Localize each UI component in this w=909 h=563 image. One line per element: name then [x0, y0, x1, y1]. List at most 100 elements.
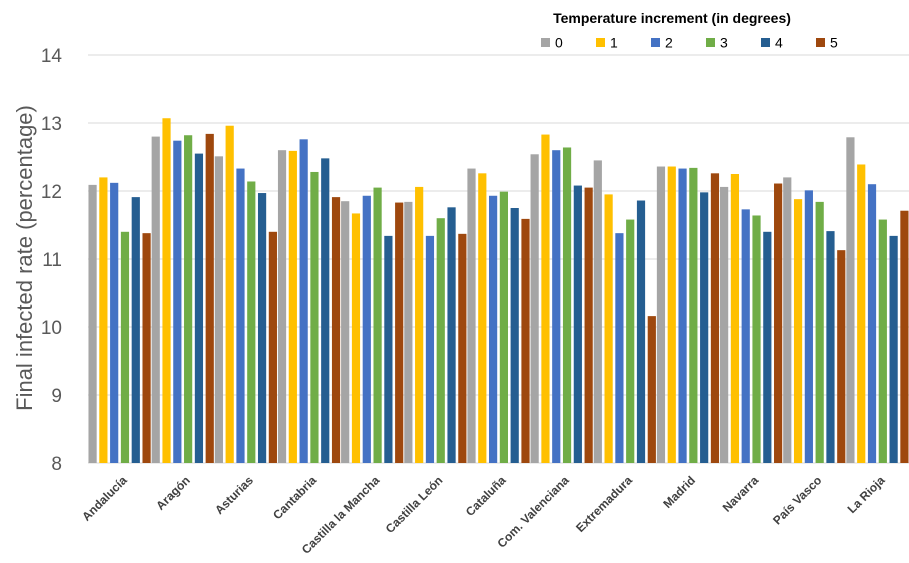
x-category-label: Navarra	[720, 473, 762, 515]
x-category-label: Extremadura	[573, 473, 635, 535]
bar-0	[846, 137, 855, 463]
bar-3	[626, 219, 635, 463]
legend-label: 3	[720, 35, 728, 51]
legend-swatch	[761, 38, 770, 47]
x-category-label: Madrid	[660, 473, 698, 511]
legend-swatch	[816, 38, 825, 47]
bar-1	[478, 173, 487, 463]
bar-3	[373, 187, 382, 463]
bar-0	[783, 177, 792, 463]
x-axis-categories: Andalucía Aragón Asturias Cantabria Castilla…	[79, 473, 888, 557]
bar-4	[447, 207, 456, 463]
bar-2	[804, 190, 813, 463]
y-tick-label: 8	[51, 454, 62, 475]
legend-label: 0	[555, 35, 563, 51]
bar-5	[395, 202, 404, 463]
legend-label: 1	[610, 35, 618, 51]
x-category-label: Cantabria	[270, 473, 319, 522]
bar-2	[615, 233, 624, 463]
bar-4	[573, 185, 582, 463]
bar-3	[689, 167, 698, 463]
bar-1	[667, 166, 676, 463]
bar-2	[425, 235, 435, 463]
bar-0	[720, 186, 729, 464]
gridlines	[88, 54, 909, 464]
bar-0	[404, 201, 413, 463]
bar-1	[99, 177, 108, 463]
bar-4	[510, 208, 519, 463]
bar-3	[499, 191, 508, 463]
legend-label: 5	[830, 35, 838, 51]
bar-4	[131, 197, 140, 463]
legend-swatch	[596, 38, 605, 47]
bar-1	[415, 186, 424, 464]
x-category-label: Asturias	[212, 473, 256, 517]
bar-2	[110, 182, 119, 463]
bar-2	[236, 168, 245, 463]
bars	[88, 118, 909, 464]
bar-0	[214, 156, 223, 463]
legend: Temperature increment (in degrees) 0 1 2 3 4…	[541, 10, 838, 51]
bar-4	[889, 235, 898, 463]
bar-1	[541, 134, 550, 463]
y-tick-label: 14	[41, 46, 63, 67]
bar-3	[310, 171, 319, 463]
bar-4	[384, 235, 393, 463]
bar-3	[878, 219, 887, 463]
bar-5	[521, 218, 530, 463]
bar-5	[458, 233, 467, 463]
bar-5	[837, 250, 846, 463]
bar-0	[277, 150, 287, 463]
legend-title: Temperature increment (in degrees)	[553, 10, 791, 26]
y-axis-label: Final infected rate (percentage)	[12, 105, 37, 411]
bar-1	[604, 194, 613, 463]
bar-5	[900, 210, 909, 463]
x-category-label: La Rioja	[845, 473, 888, 516]
bar-2	[299, 139, 308, 463]
bar-5	[647, 316, 656, 463]
legend-swatch	[706, 38, 715, 47]
y-tick-label: 12	[41, 182, 62, 203]
bar-1	[351, 213, 361, 463]
x-category-label: Cataluña	[463, 473, 509, 519]
bar-2	[741, 209, 750, 463]
y-tick-label: 11	[42, 250, 62, 271]
legend-label: 2	[665, 35, 673, 51]
bar-0	[88, 184, 97, 463]
bar-1	[857, 164, 866, 464]
x-category-label: Aragón	[153, 473, 193, 513]
bar-4	[763, 231, 772, 463]
bar-3	[752, 215, 761, 463]
bar-1	[288, 150, 297, 463]
bar-4	[321, 158, 330, 464]
bar-3	[562, 147, 572, 464]
bar-4	[194, 153, 204, 463]
y-axis-ticks: 8 9 10 11 12 13 14	[41, 46, 63, 475]
bar-2	[552, 150, 561, 463]
x-category-label: Castilla León	[383, 473, 446, 536]
bar-4	[257, 193, 267, 464]
bar-5	[774, 183, 783, 463]
bar-3	[120, 231, 130, 463]
bar-4	[636, 200, 646, 463]
legend-label: 4	[775, 35, 783, 51]
bar-0	[656, 166, 666, 463]
bar-5	[710, 173, 720, 463]
y-tick-label: 10	[41, 318, 62, 339]
bar-1	[730, 174, 740, 463]
bar-4	[700, 192, 709, 464]
bar-2	[173, 140, 182, 463]
legend-items: 0 1 2 3 4 5	[541, 35, 838, 51]
bar-5	[142, 233, 151, 463]
y-tick-label: 9	[51, 386, 62, 407]
bar-2	[867, 184, 877, 463]
bar-0	[151, 136, 160, 463]
bar-2	[489, 195, 498, 463]
bar-0	[530, 154, 539, 463]
bar-3	[247, 181, 256, 464]
bar-5	[268, 231, 277, 463]
bar-5	[584, 187, 593, 463]
legend-swatch	[651, 38, 660, 47]
bar-2	[362, 195, 371, 463]
